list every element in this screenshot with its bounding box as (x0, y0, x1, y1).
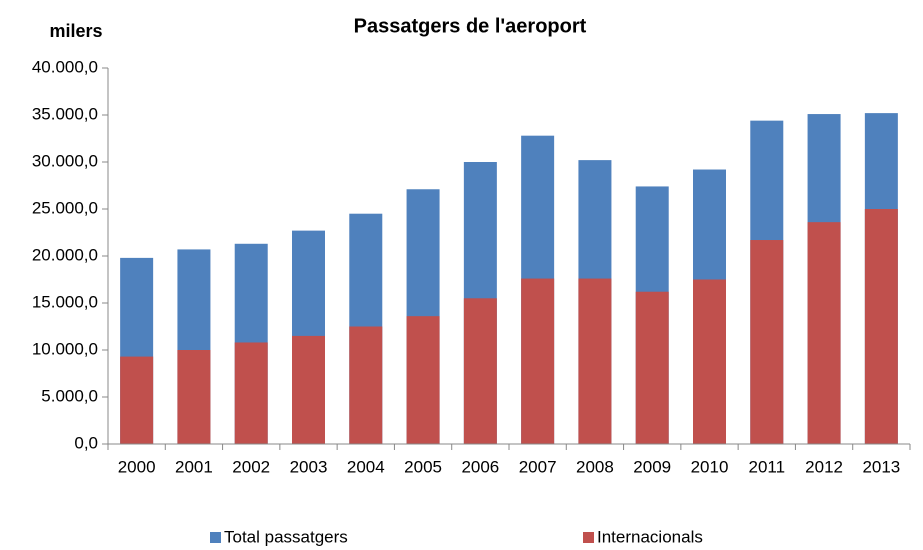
x-tick-label: 2012 (805, 457, 843, 476)
bar (578, 278, 612, 444)
legend-label: Internacionals (597, 527, 703, 546)
legend-label: Total passatgers (224, 527, 348, 546)
x-tick-label: 2010 (691, 457, 729, 476)
y-tick-label: 40.000,0 (32, 57, 98, 76)
x-tick-label: 2000 (118, 457, 156, 476)
x-tick-label: 2005 (404, 457, 442, 476)
bar (349, 326, 383, 444)
y-tick-label: 30.000,0 (32, 151, 98, 170)
bar (177, 350, 211, 444)
y-tick-label: 10.000,0 (32, 339, 98, 358)
x-tick-label: 2004 (347, 457, 385, 476)
y-tick-label: 35.000,0 (32, 104, 98, 123)
y-axis-label: milers (49, 21, 102, 41)
x-tick-label: 2001 (175, 457, 213, 476)
bar (292, 335, 325, 444)
y-tick-label: 20.000,0 (32, 245, 98, 264)
x-tick-label: 2008 (576, 457, 614, 476)
chart-title: Passatgers de l'aeroport (354, 15, 587, 37)
bar (864, 209, 898, 444)
x-tick-label: 2011 (749, 457, 786, 476)
bar (693, 279, 726, 444)
x-tick-label: 2006 (461, 457, 499, 476)
bar (635, 291, 669, 444)
y-tick-label: 5.000,0 (41, 386, 98, 405)
bar (521, 278, 555, 444)
x-tick-label: 2013 (862, 457, 900, 476)
bar (750, 240, 784, 444)
x-tick-label: 2009 (633, 457, 671, 476)
legend-swatch (583, 532, 594, 543)
legend-swatch (210, 532, 221, 543)
y-tick-label: 15.000,0 (32, 292, 98, 311)
x-tick-label: 2002 (232, 457, 270, 476)
bar (463, 298, 497, 444)
bar (406, 316, 440, 444)
y-tick-label: 0,0 (74, 433, 98, 452)
x-tick-label: 2007 (519, 457, 557, 476)
bar (120, 356, 154, 444)
bar (234, 342, 268, 444)
bar (807, 222, 841, 444)
x-tick-label: 2003 (290, 457, 328, 476)
y-tick-label: 25.000,0 (32, 198, 98, 217)
